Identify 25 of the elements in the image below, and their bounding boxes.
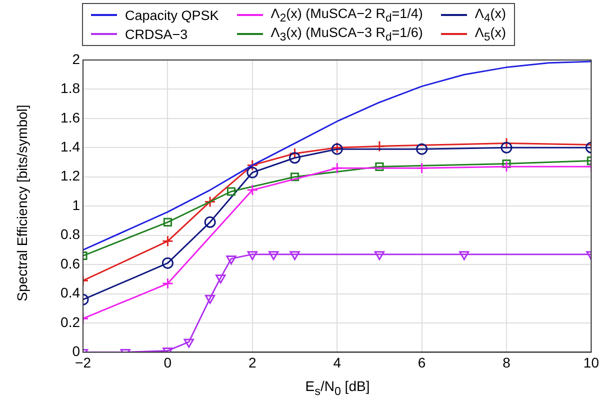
y-tick-label: 0.4 [60, 284, 80, 301]
x-axis-title: E$_{s}$/N$_{0}$ [dB] [304, 378, 371, 398]
x-tick-label: 4 [333, 354, 342, 370]
y-tick-label: 0.2 [60, 314, 80, 330]
y-tick-label: 1 [72, 196, 80, 213]
x-tick-label: 8 [502, 354, 511, 370]
x-tick-label: 2 [248, 354, 257, 370]
y-tick-label: 0.6 [60, 255, 80, 272]
legend-label: Λ$_{5}$(x) [474, 24, 506, 44]
y-tick-label: 1.4 [60, 138, 80, 155]
x-tick-label: 0 [164, 354, 172, 370]
legend-label: Λ$_{3}$(x) (MuSCA−3 R$_{d}$=1/6) [270, 24, 423, 44]
y-tick-label: 0.8 [60, 226, 80, 242]
y-tick-label: 1.2 [60, 168, 80, 184]
y-axis-title: Spectral Efficiency [bits/symbol] [14, 104, 30, 304]
legend-label: Λ$_{2}$(x) (MuSCA−2 R$_{d}$=1/4) [270, 6, 423, 25]
x-tick-label: 6 [418, 354, 426, 370]
legend-label: Capacity QPSK [125, 8, 219, 23]
legend-label: Λ$_{4}$(x) [474, 6, 506, 25]
y-tick-label: 1.8 [60, 80, 80, 96]
y-tick-label: 1.6 [60, 109, 80, 126]
y-tick-label: 2 [72, 50, 80, 67]
legend-label: CRDSA−3 [125, 26, 188, 42]
y-tick-label: 0 [72, 343, 80, 360]
x-tick-label: 10 [583, 354, 600, 370]
